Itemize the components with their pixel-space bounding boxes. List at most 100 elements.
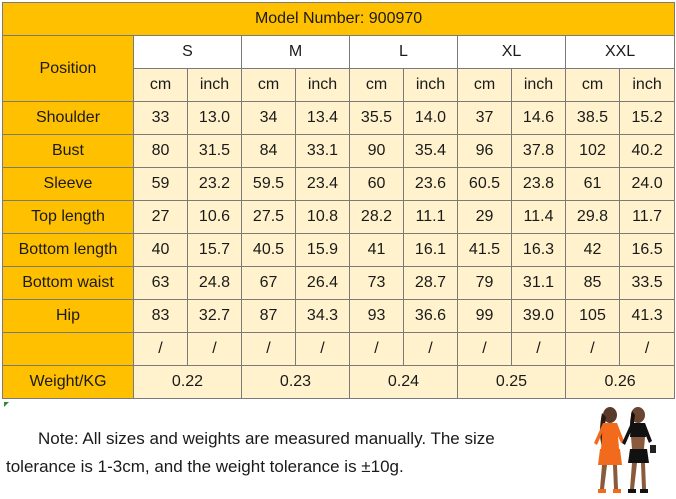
measurement-cell: /	[187, 332, 242, 366]
measurement-cell: 35.4	[403, 134, 458, 168]
measurement-cell: 33.5	[618, 266, 676, 300]
measurement-cell: 13.4	[295, 101, 350, 135]
measurement-cell: 11.1	[403, 200, 458, 234]
measurement-cell: 40.2	[618, 134, 676, 168]
weight-row: Weight/KG 0.22 0.23 0.24 0.25 0.26	[2, 365, 676, 399]
measurement-cell: 15.2	[618, 101, 676, 135]
size-table: Model Number: 900970 Position S M L XL XXL c…	[1, 2, 676, 399]
measurement-cell: 59.5	[241, 167, 296, 201]
measurement-cell: /	[133, 332, 188, 366]
unit-cm: cm	[133, 68, 188, 102]
measurement-cell: 87	[241, 299, 296, 333]
measurement-cell: 24.8	[187, 266, 242, 300]
size-header-xl: XL	[457, 35, 566, 69]
measurement-cell: 33.1	[295, 134, 350, 168]
measurement-cell: 34.3	[295, 299, 350, 333]
measurement-cell: 27	[133, 200, 188, 234]
measurement-cell: 35.5	[349, 101, 404, 135]
measurement-cell: 36.6	[403, 299, 458, 333]
measurement-cell: 41.5	[457, 233, 512, 267]
measurement-cell: 63	[133, 266, 188, 300]
table-row: / / / / / / / / / /	[2, 332, 676, 366]
measurement-cell: 42	[565, 233, 620, 267]
measurement-cell: /	[349, 332, 404, 366]
unit-cm: cm	[457, 68, 512, 102]
table-row: Shoulder 33 13.0 34 13.4 35.5 14.0 37 14.6 38.5 15…	[2, 101, 676, 135]
row-label: Bottom waist	[2, 266, 134, 300]
measurement-cell: 14.6	[511, 101, 566, 135]
weight-value: 0.23	[241, 365, 350, 399]
size-header-l: L	[349, 35, 458, 69]
measurement-cell: 83	[133, 299, 188, 333]
row-label: Bust	[2, 134, 134, 168]
measurement-cell: 10.6	[187, 200, 242, 234]
unit-inch: inch	[295, 68, 350, 102]
measurement-cell: 40	[133, 233, 188, 267]
measurement-cell: 102	[565, 134, 620, 168]
measurement-cell: 96	[457, 134, 512, 168]
measurement-cell: 67	[241, 266, 296, 300]
measurement-cell: 14.0	[403, 101, 458, 135]
measurement-cell: 85	[565, 266, 620, 300]
table-row: Bust 80 31.5 84 33.1 90 35.4 96 37.8 102 40.2	[2, 134, 676, 168]
note-text: Note: All sizes and weights are measured…	[6, 425, 566, 481]
table-row: Bottom length 40 15.7 40.5 15.9 41 16.1 41.5 16.…	[2, 233, 676, 267]
measurement-cell: 26.4	[295, 266, 350, 300]
measurement-cell: 32.7	[187, 299, 242, 333]
measurement-cell: 11.4	[511, 200, 566, 234]
measurement-cell: 84	[241, 134, 296, 168]
cell-marker	[4, 402, 9, 407]
measurement-cell: 31.5	[187, 134, 242, 168]
weight-value: 0.22	[133, 365, 242, 399]
measurement-cell: 38.5	[565, 101, 620, 135]
measurement-cell: 29.8	[565, 200, 620, 234]
measurement-cell: 27.5	[241, 200, 296, 234]
measurement-cell: 80	[133, 134, 188, 168]
weight-value: 0.26	[564, 365, 676, 399]
measurement-cell: 60	[349, 167, 404, 201]
weight-label: Weight/KG	[2, 365, 134, 399]
measurement-cell: /	[511, 332, 566, 366]
measurement-cell: 15.7	[187, 233, 242, 267]
table-row: Top length 27 10.6 27.5 10.8 28.2 11.1 29 11.4 29…	[2, 200, 676, 234]
measurement-cell: 23.6	[403, 167, 458, 201]
measurement-cell: 24.0	[618, 167, 676, 201]
table-row: Sleeve 59 23.2 59.5 23.4 60 23.6 60.5 23.8 61 24.0	[2, 167, 676, 201]
measurement-cell: 16.5	[618, 233, 676, 267]
table-row: Bottom waist 63 24.8 67 26.4 73 28.7 79 31.1 85 33…	[2, 266, 676, 300]
measurement-cell: 28.2	[349, 200, 404, 234]
measurement-cell: 31.1	[511, 266, 566, 300]
unit-inch: inch	[403, 68, 458, 102]
unit-cm: cm	[349, 68, 404, 102]
measurement-cell: 28.7	[403, 266, 458, 300]
table-row: Hip 83 32.7 87 34.3 93 36.6 99 39.0 105 41.3	[2, 299, 676, 333]
measurement-cell: 73	[349, 266, 404, 300]
position-header: Position	[2, 35, 134, 102]
measurement-cell: 16.1	[403, 233, 458, 267]
row-label: Sleeve	[2, 167, 134, 201]
measurement-cell: 10.8	[295, 200, 350, 234]
size-header-xxl: XXL	[564, 35, 676, 69]
unit-inch: inch	[511, 68, 566, 102]
note-line-2: tolerance is 1-3cm, and the weight toler…	[6, 457, 404, 476]
row-label: Bottom length	[2, 233, 134, 267]
weight-value: 0.25	[457, 365, 566, 399]
row-label: Top length	[2, 200, 134, 234]
row-label	[2, 332, 134, 366]
measurement-cell: 13.0	[187, 101, 242, 135]
measurement-cell: 11.7	[618, 200, 676, 234]
note-line-1: Note: All sizes and weights are measured…	[38, 429, 495, 448]
measurement-cell: 41	[349, 233, 404, 267]
measurement-cell: 90	[349, 134, 404, 168]
unit-inch: inch	[187, 68, 242, 102]
measurement-cell: 37.8	[511, 134, 566, 168]
measurement-cell: /	[618, 332, 676, 366]
measurement-cell: 23.8	[511, 167, 566, 201]
measurement-cell: 39.0	[511, 299, 566, 333]
weight-value: 0.24	[349, 365, 458, 399]
measurement-cell: /	[403, 332, 458, 366]
measurement-cell: 79	[457, 266, 512, 300]
measurement-cell: 40.5	[241, 233, 296, 267]
measurement-cell: 61	[565, 167, 620, 201]
